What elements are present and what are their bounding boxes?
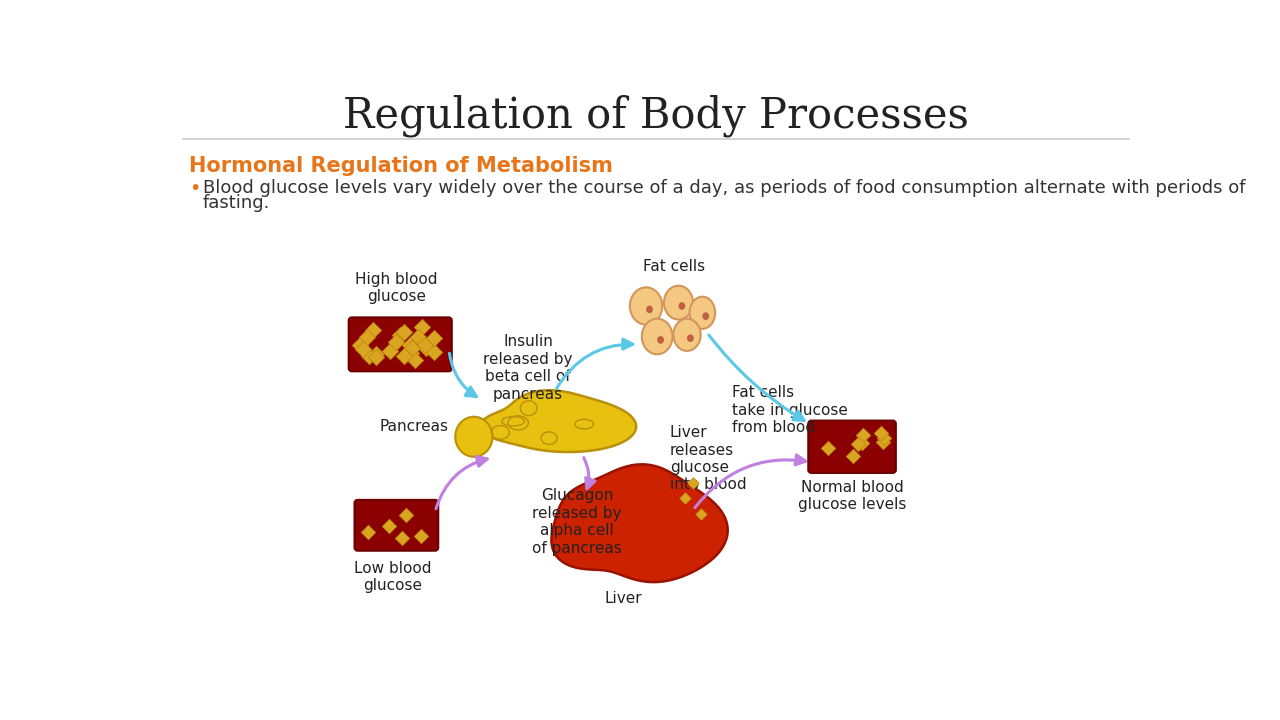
Ellipse shape bbox=[690, 297, 716, 329]
Polygon shape bbox=[480, 390, 636, 452]
Ellipse shape bbox=[641, 319, 672, 354]
Point bbox=[404, 355, 425, 366]
Point bbox=[852, 430, 873, 441]
Point bbox=[392, 532, 412, 544]
Point bbox=[870, 427, 891, 438]
Ellipse shape bbox=[703, 312, 709, 320]
Point bbox=[399, 339, 420, 351]
Point bbox=[353, 343, 374, 354]
Point bbox=[408, 331, 429, 343]
Point bbox=[676, 492, 696, 504]
Point bbox=[365, 348, 385, 359]
Text: Liver
releases
glucose
into blood: Liver releases glucose into blood bbox=[669, 426, 746, 492]
Point bbox=[847, 438, 868, 449]
Point bbox=[844, 450, 864, 462]
Text: Pancreas: Pancreas bbox=[379, 419, 448, 434]
Point bbox=[818, 443, 838, 454]
FancyBboxPatch shape bbox=[348, 318, 452, 372]
Text: Hormonal Regulation of Metabolism: Hormonal Regulation of Metabolism bbox=[189, 156, 613, 176]
Text: fasting.: fasting. bbox=[202, 194, 270, 212]
Point bbox=[364, 324, 384, 336]
Point bbox=[691, 508, 712, 520]
Point bbox=[401, 348, 421, 359]
FancyArrowPatch shape bbox=[449, 354, 476, 397]
Point bbox=[366, 351, 387, 363]
FancyArrowPatch shape bbox=[709, 335, 804, 420]
Point bbox=[874, 432, 895, 444]
Ellipse shape bbox=[664, 286, 692, 320]
Point bbox=[385, 336, 406, 348]
Ellipse shape bbox=[657, 336, 664, 343]
Point bbox=[416, 343, 436, 354]
Text: High blood
glucose: High blood glucose bbox=[355, 272, 438, 305]
Point bbox=[872, 436, 892, 447]
Point bbox=[424, 346, 444, 358]
Point bbox=[396, 510, 416, 521]
FancyBboxPatch shape bbox=[355, 500, 438, 551]
Polygon shape bbox=[552, 464, 728, 582]
FancyArrowPatch shape bbox=[557, 339, 632, 388]
FancyArrowPatch shape bbox=[436, 456, 488, 509]
Ellipse shape bbox=[673, 319, 700, 351]
Point bbox=[357, 526, 378, 537]
Point bbox=[379, 520, 399, 531]
Text: Fat cells: Fat cells bbox=[643, 258, 705, 274]
Point bbox=[393, 326, 413, 338]
Ellipse shape bbox=[456, 417, 493, 456]
Point bbox=[684, 477, 704, 489]
Text: Blood glucose levels vary widely over the course of a day, as periods of food co: Blood glucose levels vary widely over th… bbox=[202, 179, 1245, 197]
Text: Regulation of Body Processes: Regulation of Body Processes bbox=[343, 94, 969, 137]
Ellipse shape bbox=[646, 305, 653, 313]
Text: Fat cells
take in glucose
from blood: Fat cells take in glucose from blood bbox=[732, 385, 847, 435]
Ellipse shape bbox=[630, 287, 662, 325]
Point bbox=[411, 530, 431, 541]
Point bbox=[415, 339, 435, 351]
Point bbox=[424, 332, 444, 343]
Point bbox=[851, 437, 872, 449]
Point bbox=[357, 331, 378, 343]
Ellipse shape bbox=[687, 334, 694, 342]
Text: Liver: Liver bbox=[604, 590, 643, 606]
Point bbox=[394, 350, 415, 361]
FancyBboxPatch shape bbox=[808, 420, 896, 473]
Text: Insulin
released by
beta cell of
pancreas: Insulin released by beta cell of pancrea… bbox=[484, 334, 573, 402]
FancyArrowPatch shape bbox=[695, 455, 805, 508]
Point bbox=[380, 345, 401, 356]
Text: Normal blood
glucose levels: Normal blood glucose levels bbox=[797, 480, 906, 512]
FancyArrowPatch shape bbox=[584, 458, 595, 489]
Text: Glucagon
released by
alpha cell
of pancreas: Glucagon released by alpha cell of pancr… bbox=[532, 488, 622, 556]
Point bbox=[349, 339, 370, 351]
Point bbox=[390, 329, 411, 341]
Ellipse shape bbox=[678, 302, 685, 310]
Text: •: • bbox=[189, 179, 201, 198]
Point bbox=[358, 350, 379, 361]
Text: Low blood
glucose: Low blood glucose bbox=[353, 561, 431, 593]
Point bbox=[412, 322, 433, 333]
Point bbox=[402, 342, 422, 354]
